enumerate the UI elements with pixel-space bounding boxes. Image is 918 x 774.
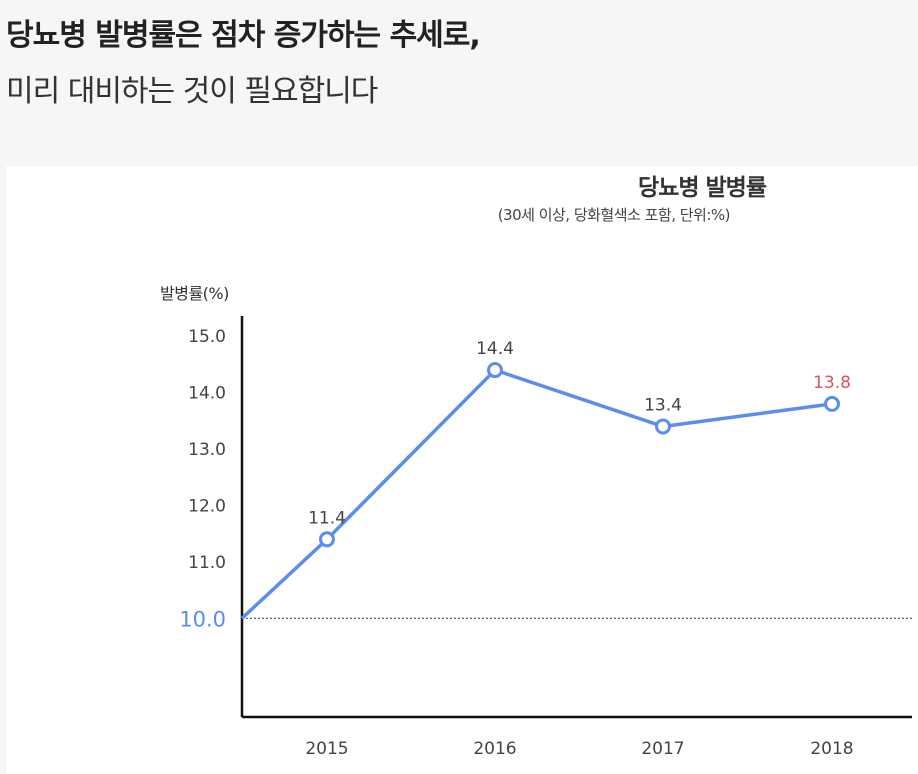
headline: 당뇨병 발병률은 점차 증가하는 추세로,: [6, 10, 480, 54]
x-tick-label: 2017: [641, 739, 684, 759]
data-label: 11.4: [308, 508, 346, 528]
subline: 미리 대비하는 것이 필요합니다: [6, 66, 377, 110]
data-point: [826, 397, 839, 410]
y-tick-label: 13.0: [188, 440, 226, 460]
y-tick-label: 14.0: [188, 384, 226, 404]
chart-card: 당뇨병 발병률 (30세 이상, 당화혈색소 포함, 단위:%) 발병률(%) …: [6, 166, 918, 774]
x-tick-label: 2018: [810, 739, 853, 759]
data-label: 13.8: [813, 373, 851, 393]
data-point: [321, 533, 334, 546]
series-line: [242, 370, 832, 618]
data-label: 14.4: [476, 339, 514, 359]
x-tick-label: 2015: [305, 739, 348, 759]
y-tick-label: 15.0: [188, 327, 226, 347]
baseline-tick-label: 10.0: [179, 607, 226, 631]
y-tick-label: 12.0: [188, 496, 226, 516]
y-tick-label: 11.0: [188, 553, 226, 573]
x-tick-label: 2016: [473, 739, 516, 759]
data-point: [489, 364, 502, 377]
line-chart: 10.0 15.0 14.0 13.0 12.0 11.0 2015 2016 2017 2018…: [6, 166, 918, 774]
data-label: 13.4: [644, 395, 682, 415]
data-point: [657, 420, 670, 433]
